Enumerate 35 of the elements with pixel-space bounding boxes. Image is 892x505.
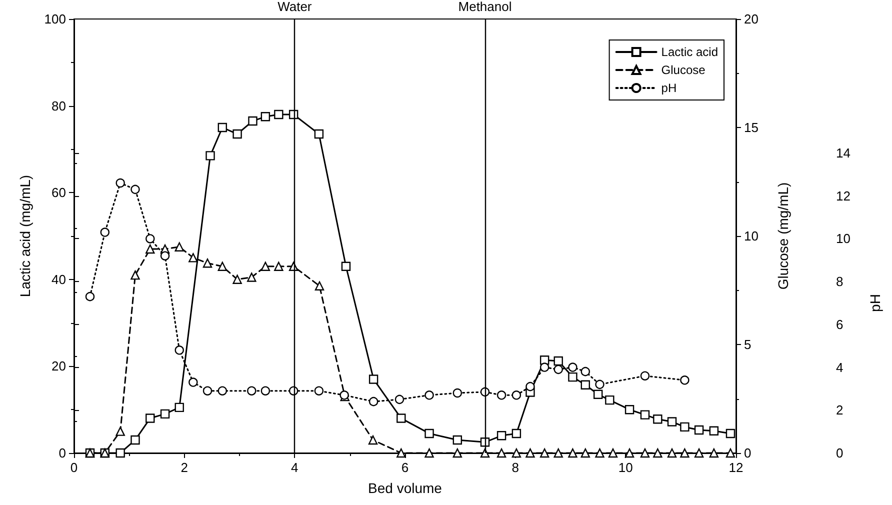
y3-tick-label: 8 bbox=[836, 274, 844, 290]
y3-tick-label: 6 bbox=[836, 316, 844, 332]
y3-tick-label: 0 bbox=[836, 446, 844, 460]
x-tick-label: 8 bbox=[512, 460, 519, 475]
y3-axis-title: pH bbox=[867, 294, 883, 312]
x-tick-label: 0 bbox=[70, 460, 78, 475]
y-tick-label: 80 bbox=[52, 98, 66, 114]
y2-axis-title: Glucose (mg/mL) bbox=[775, 182, 791, 290]
y2-tick-label: 10 bbox=[744, 228, 758, 244]
x-tick-label: 10 bbox=[618, 460, 633, 475]
legend-label: Lactic acid bbox=[661, 45, 718, 59]
y2-tick-label: 15 bbox=[744, 120, 758, 135]
ref-line-label: Methanol bbox=[458, 0, 512, 14]
y-tick-label: 40 bbox=[52, 272, 66, 287]
x-tick-label: 6 bbox=[401, 460, 409, 475]
y3-tick-label: 12 bbox=[836, 188, 850, 204]
y2-tick-label: 5 bbox=[744, 337, 752, 352]
y-tick-label: 0 bbox=[58, 446, 66, 460]
y3-tick-label: 2 bbox=[836, 402, 844, 418]
y3-tick-label: 14 bbox=[836, 146, 850, 160]
x-tick-label: 4 bbox=[291, 460, 298, 475]
y-tick-label: 60 bbox=[52, 185, 66, 200]
y2-tick-label: 20 bbox=[744, 12, 758, 26]
y-axis-title: Lactic acid (mg/mL) bbox=[17, 174, 33, 298]
x-axis-title: Bed volume bbox=[368, 480, 442, 496]
y2-tick-label: 0 bbox=[744, 446, 752, 460]
x-tick-label: 2 bbox=[180, 460, 188, 475]
y3-tick-label: 10 bbox=[836, 231, 850, 246]
y-tick-label: 100 bbox=[44, 12, 66, 26]
x-tick-label: 12 bbox=[728, 460, 744, 475]
y3-tick-label: 4 bbox=[836, 360, 844, 375]
legend-label: pH bbox=[661, 81, 677, 95]
ref-line-label: Water bbox=[278, 0, 312, 14]
y-tick-label: 20 bbox=[52, 358, 66, 374]
legend-label: Glucose bbox=[661, 63, 706, 77]
